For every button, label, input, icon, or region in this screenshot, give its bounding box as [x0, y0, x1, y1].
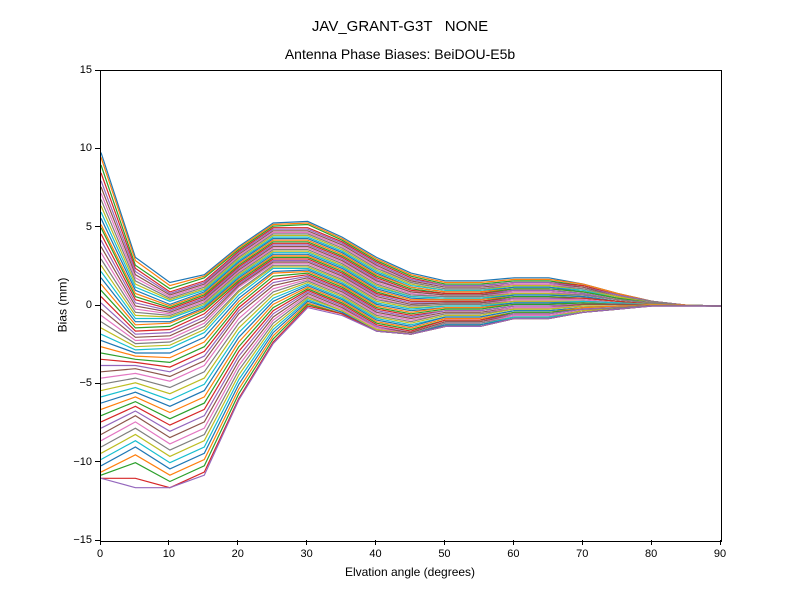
xtick-label: 10 — [163, 548, 175, 560]
xtick-mark — [100, 540, 101, 545]
xtick-label: 30 — [301, 548, 313, 560]
xtick-label: 70 — [576, 548, 588, 560]
ytick-mark — [95, 461, 100, 462]
chart-title: Antenna Phase Biases: BeiDOU-E5b — [285, 46, 515, 62]
ytick-label: 5 — [86, 221, 92, 233]
xtick-mark — [168, 540, 169, 545]
xtick-label: 80 — [645, 548, 657, 560]
ytick-mark — [95, 305, 100, 306]
chart-suptitle: JAV_GRANT-G3T NONE — [312, 18, 488, 35]
xtick-mark — [375, 540, 376, 545]
xtick-label: 40 — [369, 548, 381, 560]
xtick-label: 20 — [232, 548, 244, 560]
ytick-label: −15 — [73, 534, 92, 546]
series-line — [101, 254, 721, 321]
line-chart-svg — [101, 71, 721, 541]
xtick-mark — [237, 540, 238, 545]
xtick-label: 90 — [714, 548, 726, 560]
series-line — [101, 165, 721, 306]
y-axis-label: Bias (mm) — [55, 278, 69, 333]
xtick-label: 60 — [507, 548, 519, 560]
ytick-label: 10 — [80, 142, 92, 154]
plot-area — [100, 70, 722, 542]
ytick-mark — [95, 226, 100, 227]
series-line — [101, 187, 721, 306]
xtick-mark — [444, 540, 445, 545]
series-line — [101, 306, 721, 488]
x-axis-label: Elvation angle (degrees) — [345, 565, 475, 579]
series-line — [101, 273, 721, 362]
xtick-mark — [720, 540, 721, 545]
xtick-label: 0 — [97, 548, 103, 560]
series-line — [101, 306, 721, 488]
ytick-label: 15 — [80, 64, 92, 76]
ytick-label: 0 — [86, 299, 92, 311]
xtick-mark — [513, 540, 514, 545]
ytick-mark — [95, 540, 100, 541]
xtick-mark — [651, 540, 652, 545]
ytick-label: −5 — [79, 377, 92, 389]
xtick-mark — [582, 540, 583, 545]
ytick-mark — [95, 383, 100, 384]
xtick-label: 50 — [438, 548, 450, 560]
xtick-mark — [306, 540, 307, 545]
ytick-mark — [95, 148, 100, 149]
ytick-mark — [95, 70, 100, 71]
series-line — [101, 218, 721, 306]
ytick-label: −10 — [73, 456, 92, 468]
